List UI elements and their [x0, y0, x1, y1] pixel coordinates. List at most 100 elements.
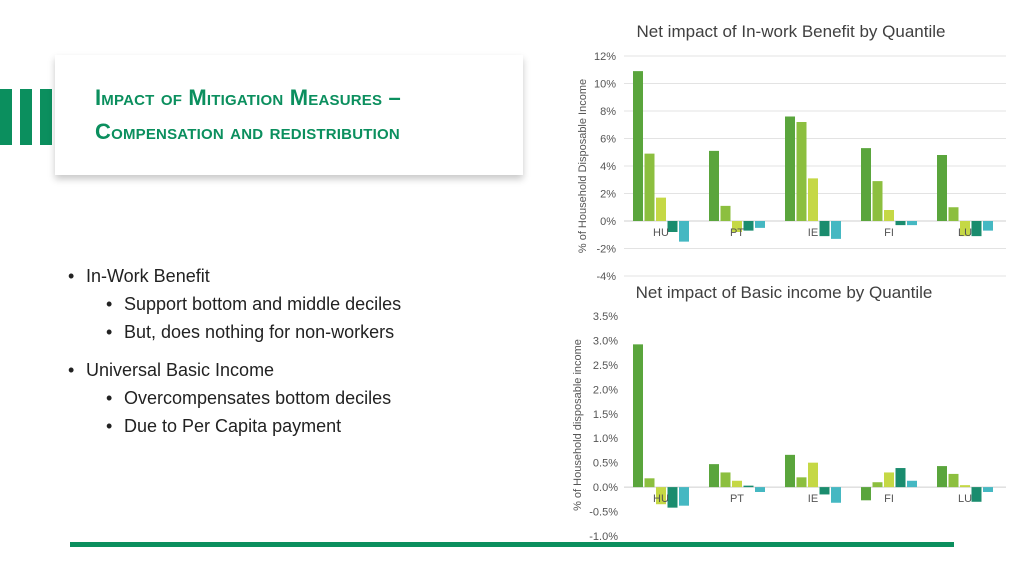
decorative-bar-1 [0, 89, 12, 145]
sub-bullet-text: Due to Per Capita payment [124, 416, 342, 436]
bar-ie-q2 [796, 122, 807, 221]
bullet-dot: • [106, 416, 113, 436]
bar-lu-q1 [937, 155, 947, 221]
bar-pt-q4 [743, 485, 754, 488]
bar-lu-q5 [983, 487, 993, 492]
bar-lu-q1 [937, 466, 947, 488]
x-tick-label: HU [653, 493, 669, 505]
bar-fi-q3 [884, 472, 894, 488]
bar-fi-q4 [895, 468, 906, 488]
y-tick-label: 2.5% [593, 360, 618, 372]
bar-fi-q2 [872, 181, 883, 221]
bar-hu-q5 [679, 487, 689, 506]
bullet-dot: • [106, 388, 113, 408]
x-tick-label: PT [730, 493, 744, 505]
bullet-text: Universal Basic Income [86, 360, 275, 380]
y-tick-label: 0% [600, 216, 616, 228]
bar-fi-q1 [861, 148, 871, 221]
y-tick-label: 2% [600, 189, 616, 201]
x-tick-label: FI [884, 493, 894, 505]
bullet-list: • In-Work Benefit • Support bottom and m… [68, 262, 401, 440]
bar-fi-q4 [895, 221, 906, 226]
x-tick-label: IE [808, 493, 818, 505]
bar-ie-q5 [831, 487, 841, 503]
slide-title: Impact of Mitigation Measures – Compensa… [95, 81, 401, 149]
y-tick-label: -2% [596, 244, 616, 256]
bar-pt-q1 [709, 150, 719, 221]
y-tick-label: 1.5% [593, 409, 618, 421]
bar-hu-q3 [656, 197, 666, 221]
y-tick-label: -0.5% [589, 507, 618, 519]
bullet-dot: • [106, 322, 113, 342]
chart-title: Net impact of Basic income by Quantile [636, 283, 933, 302]
sub-bullet-text: Overcompensates bottom deciles [124, 388, 392, 408]
sub-bullet: • Overcompensates bottom deciles [68, 384, 401, 412]
bar-pt-q2 [720, 205, 731, 221]
bar-ie-q3 [808, 178, 818, 221]
title-card: Impact of Mitigation Measures – Compensa… [55, 55, 523, 175]
sub-bullet: • Due to Per Capita payment [68, 412, 401, 440]
bar-ie-q4 [819, 487, 830, 495]
x-tick-label: LU [958, 493, 972, 505]
y-tick-label: 10% [594, 79, 616, 91]
bar-lu-q5 [983, 221, 993, 231]
decorative-bar-3 [40, 89, 52, 145]
x-tick-label: PT [730, 227, 744, 239]
bar-hu-q5 [679, 221, 689, 242]
bar-hu-q3 [656, 487, 666, 505]
bar-lu-q2 [948, 207, 959, 221]
bar-ie-q1 [785, 116, 795, 221]
bar-ie-q3 [808, 462, 818, 488]
bar-fi-q1 [861, 487, 871, 501]
bottom-accent-line [70, 542, 954, 547]
sub-bullet-text: But, does nothing for non-workers [124, 322, 395, 342]
y-tick-label: 12% [594, 51, 616, 63]
slide-title-line-2: Compensation and redistribution [95, 119, 400, 144]
sub-bullet: • But, does nothing for non-workers [68, 318, 401, 346]
y-tick-label: 3.0% [593, 335, 618, 347]
bar-hu-q1 [633, 344, 643, 488]
bullet-text: In-Work Benefit [86, 266, 210, 286]
y-tick-label: 2.0% [593, 384, 618, 396]
bullet-dot: • [68, 266, 75, 286]
bar-hu-q1 [633, 71, 643, 221]
x-tick-label: IE [808, 227, 818, 239]
bar-ie-q4 [819, 221, 830, 237]
bar-fi-q5 [907, 221, 917, 226]
bar-pt-q4 [743, 221, 754, 231]
bar-fi-q3 [884, 210, 894, 221]
bullet-dot: • [106, 294, 113, 314]
bar-fi-q2 [872, 482, 883, 488]
bar-ie-q2 [796, 477, 807, 488]
bar-pt-q5 [755, 221, 765, 228]
chart-basic-income: Net impact of Basic income by Quantile % … [572, 283, 1006, 543]
bullet-universal-basic-income: • Universal Basic Income [68, 356, 401, 384]
y-tick-label: 8% [600, 106, 616, 118]
bar-lu-q4 [971, 487, 982, 502]
bar-hu-q2 [644, 153, 655, 221]
y-axis-label: % of Household disposable income [572, 339, 584, 511]
bar-pt-q3 [732, 221, 742, 232]
y-tick-label: 0.5% [593, 458, 618, 470]
y-tick-label: -4% [596, 271, 616, 283]
x-tick-label: FI [884, 227, 894, 239]
y-axis-label: % of Household Disposable Income [577, 79, 589, 253]
bar-pt-q3 [732, 480, 742, 488]
x-tick-label: LU [958, 227, 972, 239]
x-tick-label: HU [653, 227, 669, 239]
y-tick-label: -1.0% [589, 531, 618, 543]
slide-title-line-1: Impact of Mitigation Measures – [95, 85, 401, 110]
y-tick-label: 0.0% [593, 482, 618, 494]
bullet-in-work-benefit: • In-Work Benefit [68, 262, 401, 290]
bar-lu-q3 [960, 485, 970, 488]
bar-pt-q2 [720, 472, 731, 488]
bullet-dot: • [68, 360, 75, 380]
bar-ie-q5 [831, 221, 841, 239]
bar-hu-q2 [644, 478, 655, 488]
bar-lu-q4 [971, 221, 982, 237]
bar-hu-q4 [667, 487, 678, 508]
chart-in-work-benefit: Net impact of In-work Benefit by Quantil… [577, 22, 1006, 283]
y-tick-label: 4% [600, 161, 616, 173]
decorative-bar-2 [20, 89, 32, 145]
